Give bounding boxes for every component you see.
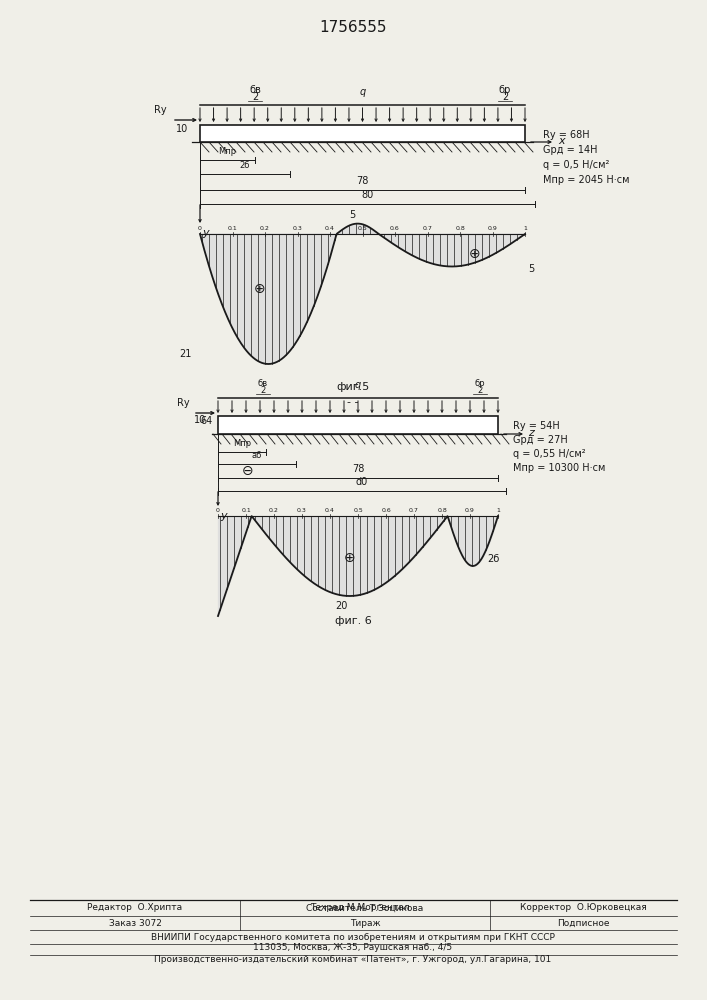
Text: d0: d0 bbox=[356, 477, 368, 487]
Text: ⊕: ⊕ bbox=[469, 247, 481, 261]
Text: 1: 1 bbox=[496, 508, 500, 513]
Text: q = 0,5 Н/см²: q = 0,5 Н/см² bbox=[543, 160, 609, 170]
Text: 0.6: 0.6 bbox=[381, 508, 391, 513]
Text: 113035, Москва, Ж-35, Раушская наб., 4/5: 113035, Москва, Ж-35, Раушская наб., 4/5 bbox=[253, 944, 452, 952]
Text: 78: 78 bbox=[352, 464, 364, 474]
Text: Rу = 68Н: Rу = 68Н bbox=[543, 130, 590, 140]
Text: Mпр = 10300 Н·см: Mпр = 10300 Н·см bbox=[513, 463, 605, 473]
Text: Rу = 54Н: Rу = 54Н bbox=[513, 421, 560, 431]
Text: 0.7: 0.7 bbox=[409, 508, 419, 513]
Text: Rу: Rу bbox=[177, 398, 189, 408]
Text: 2: 2 bbox=[477, 386, 483, 395]
Text: 0.8: 0.8 bbox=[437, 508, 447, 513]
Text: Mпр = 2045 Н·см: Mпр = 2045 Н·см bbox=[543, 175, 629, 185]
Text: бв: бв bbox=[249, 85, 261, 95]
Text: фиг.5: фиг.5 bbox=[337, 382, 370, 392]
Text: 0.4: 0.4 bbox=[325, 508, 335, 513]
Text: ⊕: ⊕ bbox=[344, 551, 356, 565]
Text: 0.3: 0.3 bbox=[293, 226, 303, 231]
Text: 2б: 2б bbox=[240, 161, 250, 170]
Text: 20: 20 bbox=[335, 601, 347, 611]
Text: 21: 21 bbox=[180, 349, 192, 359]
Text: Мпр: Мпр bbox=[233, 439, 251, 448]
Text: y: y bbox=[202, 228, 209, 238]
Text: 2: 2 bbox=[252, 92, 258, 102]
Text: 0.7: 0.7 bbox=[423, 226, 433, 231]
Text: 0.6: 0.6 bbox=[390, 226, 400, 231]
Text: q: q bbox=[359, 87, 366, 97]
Text: 0.1: 0.1 bbox=[241, 508, 251, 513]
Text: 0: 0 bbox=[198, 226, 202, 231]
Text: ⊖: ⊖ bbox=[243, 464, 254, 478]
Text: Rу: Rу bbox=[153, 105, 166, 115]
Text: 0.9: 0.9 bbox=[488, 226, 498, 231]
Text: 2: 2 bbox=[502, 92, 508, 102]
Text: 2б: 2б bbox=[487, 554, 499, 564]
Text: Техред М.Моргентал: Техред М.Моргентал bbox=[310, 903, 410, 912]
Text: ВНИИПИ Государственного комитета по изобретениям и открытиям при ГКНТ СССР: ВНИИПИ Государственного комитета по изоб… bbox=[151, 932, 555, 942]
Text: фиг. 6: фиг. 6 bbox=[334, 616, 371, 626]
Text: Редактор  О.Хрипта: Редактор О.Хрипта bbox=[88, 904, 182, 912]
Text: 78: 78 bbox=[356, 176, 368, 186]
Text: 0.9: 0.9 bbox=[465, 508, 475, 513]
Text: - -: - - bbox=[347, 397, 358, 407]
Text: бр: бр bbox=[474, 379, 485, 388]
Text: ⊕: ⊕ bbox=[255, 282, 266, 296]
Text: Подписное: Подписное bbox=[556, 918, 609, 928]
Text: 0.2: 0.2 bbox=[269, 508, 279, 513]
Text: Производственно-издательский комбинат «Патент», г. Ужгород, ул.Гагарина, 101: Производственно-издательский комбинат «П… bbox=[154, 956, 551, 964]
Text: 1: 1 bbox=[523, 226, 527, 231]
Text: Мпр: Мпр bbox=[218, 147, 237, 156]
Text: 5: 5 bbox=[528, 264, 534, 274]
Text: Gрд = 14Н: Gрд = 14Н bbox=[543, 145, 597, 155]
Text: z: z bbox=[528, 428, 534, 438]
Text: q: q bbox=[355, 380, 361, 390]
Text: 0.3: 0.3 bbox=[297, 508, 307, 513]
Text: Корректор  О.Юрковецкая: Корректор О.Юрковецкая bbox=[520, 904, 646, 912]
Bar bbox=[200, 125, 525, 142]
Text: 1756555: 1756555 bbox=[320, 19, 387, 34]
Text: Составитель Т.Зоцикова: Составитель Т.Зоцикова bbox=[306, 904, 423, 912]
Text: 0.2: 0.2 bbox=[260, 226, 270, 231]
Text: Gрд = 27Н: Gрд = 27Н bbox=[513, 435, 568, 445]
Text: 0.4: 0.4 bbox=[325, 226, 335, 231]
Text: Заказ 3072: Заказ 3072 bbox=[109, 918, 161, 928]
Text: 10: 10 bbox=[176, 124, 188, 134]
Text: 5: 5 bbox=[350, 210, 356, 220]
Text: x: x bbox=[558, 136, 565, 146]
Text: 80: 80 bbox=[361, 190, 373, 200]
Text: бр: бр bbox=[499, 85, 511, 95]
Text: 0: 0 bbox=[216, 508, 220, 513]
Text: y: y bbox=[220, 511, 227, 521]
Text: аб: аб bbox=[252, 451, 262, 460]
Text: 0.5: 0.5 bbox=[353, 508, 363, 513]
Text: Тираж: Тираж bbox=[350, 918, 380, 928]
Text: 2: 2 bbox=[260, 386, 266, 395]
Bar bbox=[218, 416, 498, 434]
Text: q = 0,55 Н/см²: q = 0,55 Н/см² bbox=[513, 449, 585, 459]
Text: бв: бв bbox=[258, 379, 268, 388]
Text: 0.1: 0.1 bbox=[228, 226, 238, 231]
Text: 10: 10 bbox=[194, 415, 206, 425]
Text: 64: 64 bbox=[201, 416, 213, 426]
Text: 0.8: 0.8 bbox=[455, 226, 465, 231]
Text: 0.5: 0.5 bbox=[358, 226, 368, 231]
